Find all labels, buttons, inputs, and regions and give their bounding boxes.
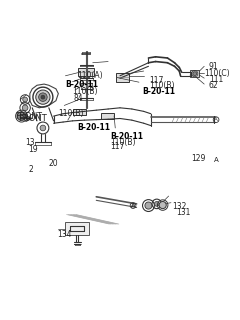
- Text: 111: 111: [209, 75, 223, 84]
- Text: 84: 84: [74, 94, 83, 103]
- FancyBboxPatch shape: [66, 222, 89, 235]
- Text: FRONT: FRONT: [16, 112, 43, 121]
- FancyBboxPatch shape: [78, 68, 94, 76]
- Text: 20: 20: [49, 159, 59, 168]
- Text: 110(A): 110(A): [77, 71, 103, 80]
- Text: 19: 19: [29, 145, 38, 154]
- FancyBboxPatch shape: [116, 73, 130, 82]
- Text: 62: 62: [209, 81, 219, 90]
- FancyBboxPatch shape: [72, 109, 86, 116]
- Text: 131: 131: [176, 208, 190, 217]
- Text: 129: 129: [191, 154, 205, 163]
- FancyBboxPatch shape: [190, 70, 199, 77]
- Text: 2: 2: [29, 165, 33, 174]
- Text: B-20-11: B-20-11: [143, 87, 175, 96]
- Text: A: A: [131, 203, 135, 209]
- Circle shape: [40, 125, 46, 131]
- Circle shape: [154, 202, 159, 206]
- Text: 110(B): 110(B): [110, 138, 136, 147]
- Circle shape: [23, 97, 28, 102]
- Text: A: A: [214, 117, 218, 122]
- Text: 132: 132: [172, 202, 186, 211]
- Text: FRONT: FRONT: [18, 114, 47, 123]
- Text: B-20-11: B-20-11: [77, 124, 110, 132]
- Text: 117: 117: [110, 142, 125, 151]
- Text: 110(B): 110(B): [150, 81, 175, 90]
- Circle shape: [159, 202, 166, 209]
- Text: 110(C): 110(C): [204, 69, 230, 78]
- Text: B-20-11: B-20-11: [66, 80, 98, 89]
- Text: 117: 117: [150, 76, 164, 85]
- Text: B-20-11: B-20-11: [110, 132, 144, 141]
- Circle shape: [17, 112, 26, 120]
- Text: 110(B): 110(B): [58, 109, 84, 118]
- Circle shape: [41, 95, 45, 99]
- Circle shape: [36, 90, 50, 104]
- FancyBboxPatch shape: [101, 113, 114, 119]
- Text: 13: 13: [25, 138, 35, 147]
- Text: A: A: [131, 203, 135, 208]
- Circle shape: [145, 202, 152, 209]
- Circle shape: [39, 93, 47, 101]
- Text: 110(B): 110(B): [72, 87, 98, 96]
- Text: 91: 91: [209, 62, 219, 71]
- Circle shape: [193, 72, 197, 76]
- Circle shape: [22, 105, 28, 111]
- Text: A: A: [214, 156, 218, 163]
- Text: 134: 134: [57, 230, 72, 239]
